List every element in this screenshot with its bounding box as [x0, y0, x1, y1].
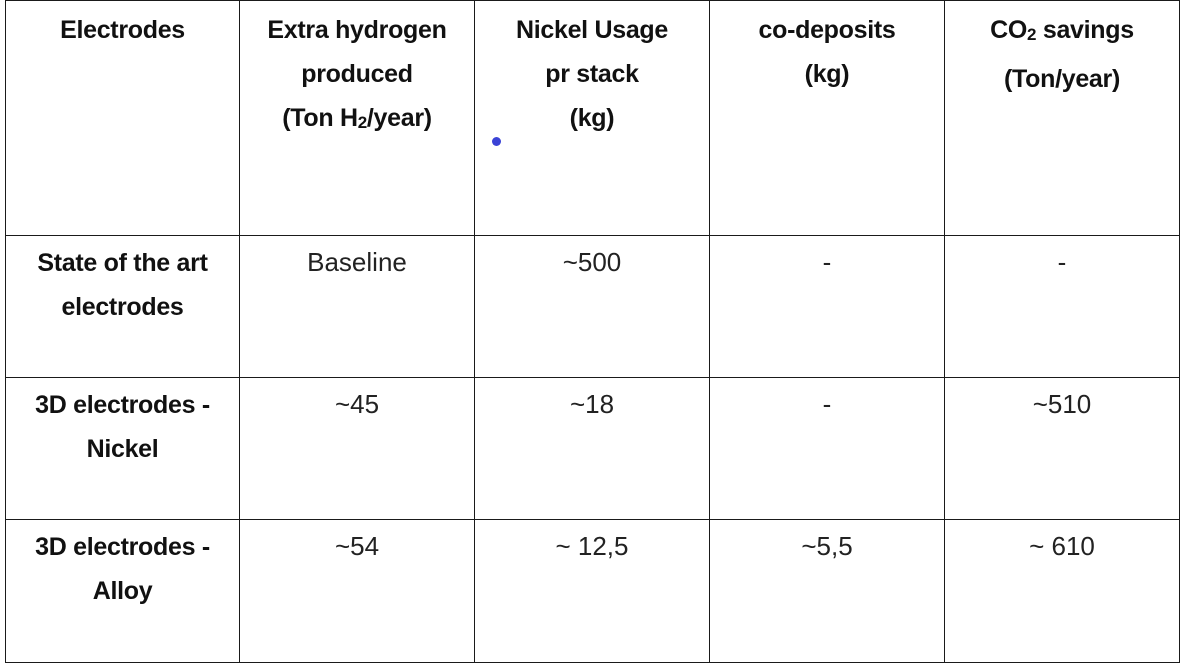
cell-hydrogen: Baseline — [239, 235, 475, 378]
header-cell-co-deposits: co-deposits (kg) — [709, 0, 945, 236]
header-label: pr stack — [545, 60, 639, 88]
results-table: Electrodes Extra hydrogen produced (Ton … — [5, 0, 1180, 663]
row-label: 3D electrodes - — [35, 391, 210, 419]
cell-nickel: ~500 — [474, 235, 710, 378]
cell-nickel: ~18 — [474, 377, 710, 520]
header-label: (kg) — [569, 104, 615, 132]
row-label: electrodes — [61, 293, 184, 321]
cell-codeposits: - — [709, 377, 945, 520]
header-cell-co2-savings: CO2 savings (Ton/year) — [944, 0, 1180, 236]
header-label: (kg) — [804, 60, 850, 88]
cell-hydrogen: ~54 — [239, 519, 475, 663]
table-row: State of the art electrodes Baseline ~50… — [5, 235, 1180, 378]
row-label: Nickel — [86, 435, 159, 463]
header-row: Electrodes Extra hydrogen produced (Ton … — [5, 0, 1180, 236]
cell-co2: - — [944, 235, 1180, 378]
table-row: 3D electrodes - Alloy ~54 ~ 12,5 ~5,5 ~ … — [5, 519, 1180, 663]
header-label: Extra hydrogen — [267, 16, 447, 44]
header-unit: (Ton H2/year) — [282, 104, 432, 132]
row-label: State of the art — [37, 249, 208, 277]
row-label: 3D electrodes - — [35, 533, 210, 561]
header-label: Electrodes — [60, 16, 185, 44]
cell-codeposits: - — [709, 235, 945, 378]
row-label-cell: State of the art electrodes — [5, 235, 240, 378]
cell-hydrogen: ~45 — [239, 377, 475, 520]
cell-codeposits: ~5,5 — [709, 519, 945, 663]
header-cell-electrodes: Electrodes — [5, 0, 240, 236]
cell-nickel: ~ 12,5 — [474, 519, 710, 663]
row-label-cell: 3D electrodes - Nickel — [5, 377, 240, 520]
header-label: produced — [301, 60, 413, 88]
header-label: co-deposits — [758, 16, 896, 44]
header-cell-extra-hydrogen: Extra hydrogen produced (Ton H2/year) — [239, 0, 475, 236]
header-label: Nickel Usage — [515, 16, 669, 44]
table-row: 3D electrodes - Nickel ~45 ~18 - ~510 — [5, 377, 1180, 520]
cell-co2: ~510 — [944, 377, 1180, 520]
header-cell-nickel-usage: Nickel Usage pr stack (kg) — [474, 0, 710, 236]
row-label-cell: 3D electrodes - Alloy — [5, 519, 240, 663]
header-label: CO2 savings — [990, 16, 1134, 44]
row-label: Alloy — [92, 577, 153, 605]
cell-co2: ~ 610 — [944, 519, 1180, 663]
header-label: (Ton/year) — [1004, 65, 1120, 93]
cursor-dot-icon — [492, 137, 501, 146]
